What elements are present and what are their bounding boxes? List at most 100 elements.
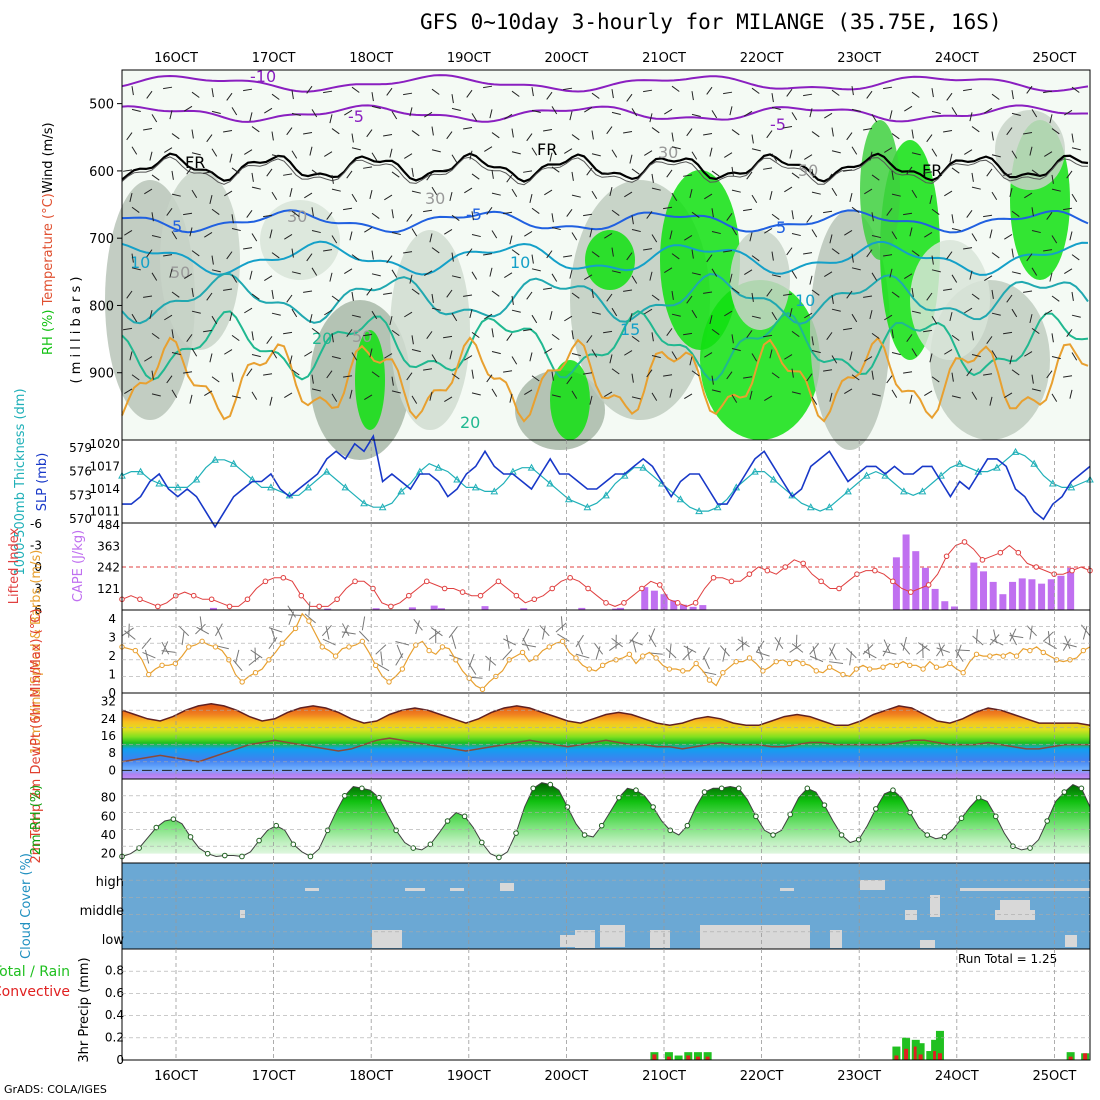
lifted-index-point bbox=[710, 574, 717, 581]
wind-barb bbox=[511, 151, 521, 155]
cape-bar bbox=[372, 608, 380, 610]
wind-barb bbox=[911, 91, 920, 98]
wind-barb bbox=[951, 214, 954, 224]
wind-barb bbox=[871, 114, 878, 123]
wind-barb bbox=[289, 355, 293, 365]
wind-barb bbox=[129, 192, 133, 202]
wind-barb bbox=[966, 368, 973, 377]
wind-barb bbox=[623, 131, 633, 134]
wind-barb bbox=[291, 90, 294, 100]
wind-speed-point bbox=[599, 662, 606, 669]
wind-barb bbox=[866, 249, 873, 258]
wind-barb bbox=[711, 170, 720, 177]
wind-barb bbox=[891, 352, 901, 356]
wind-barb bbox=[731, 334, 734, 344]
wind-barb bbox=[611, 89, 614, 99]
wind-barb bbox=[846, 290, 853, 299]
wind-barb bbox=[944, 190, 953, 197]
cloud-block bbox=[700, 925, 810, 949]
lifted-index-point bbox=[280, 574, 287, 581]
wind-barb bbox=[351, 133, 354, 143]
wind-barb bbox=[882, 650, 897, 655]
wind-barb bbox=[206, 134, 213, 143]
wind-barb bbox=[826, 173, 833, 182]
lifted-index-point bbox=[674, 600, 681, 606]
wind-barb bbox=[584, 274, 593, 280]
rh-point bbox=[461, 813, 468, 820]
top-date-label: 16OCT bbox=[154, 51, 198, 66]
thickness-point bbox=[211, 455, 219, 463]
precip-total-bar bbox=[693, 1052, 702, 1060]
wind-barb bbox=[351, 193, 358, 203]
wind-barb bbox=[251, 233, 258, 242]
pressure-tick-label: 900 bbox=[89, 367, 114, 382]
wind-barb bbox=[1051, 393, 1058, 402]
thickness-point bbox=[695, 507, 703, 515]
cape-bar bbox=[612, 608, 620, 610]
wind-barb bbox=[251, 172, 254, 182]
precip-total-bar bbox=[703, 1052, 712, 1060]
wind-barb bbox=[843, 169, 853, 172]
wind-barb bbox=[791, 330, 800, 338]
wind-barb bbox=[486, 206, 493, 215]
thickness-point bbox=[620, 471, 629, 479]
wind-barb bbox=[1071, 314, 1081, 318]
wind-barb bbox=[304, 192, 313, 199]
wind-barb bbox=[1069, 231, 1073, 241]
lifted-index-point bbox=[137, 596, 143, 603]
thickness-point bbox=[471, 483, 480, 491]
thickness-point bbox=[844, 487, 852, 495]
bottom-date-label: 18OCT bbox=[349, 1069, 393, 1080]
wind-barb bbox=[483, 253, 493, 256]
rh-point bbox=[855, 836, 862, 843]
wind-barb bbox=[671, 146, 681, 150]
wind-barb bbox=[164, 147, 173, 153]
wind-barb bbox=[251, 354, 261, 358]
wind-barb bbox=[1051, 188, 1061, 192]
wind-barb bbox=[331, 295, 340, 302]
cape-bar bbox=[1038, 583, 1046, 610]
wind-barb bbox=[591, 130, 594, 140]
rh-point bbox=[410, 845, 417, 851]
wind-barb bbox=[951, 227, 961, 232]
wind-barb bbox=[751, 148, 761, 152]
rh-point bbox=[444, 818, 451, 824]
cape-bar bbox=[902, 534, 910, 610]
thickness-point bbox=[434, 463, 443, 471]
wind-barb bbox=[929, 353, 933, 363]
wind-barb bbox=[183, 371, 193, 374]
wind-barb bbox=[1031, 169, 1040, 176]
thickness-point bbox=[713, 503, 722, 511]
wind-barb bbox=[191, 91, 200, 98]
thickness-point bbox=[751, 467, 759, 475]
wind-barb bbox=[711, 328, 720, 336]
rh-point bbox=[581, 832, 588, 838]
wind-barb bbox=[729, 273, 733, 283]
precip-convective-bar bbox=[904, 1048, 909, 1060]
precip-convective-bar bbox=[1083, 1053, 1088, 1060]
precip-convective-bar bbox=[937, 1053, 942, 1060]
wind-barb bbox=[751, 255, 760, 262]
wind-barb bbox=[509, 393, 513, 403]
thickness-point bbox=[490, 487, 499, 495]
wind-barb bbox=[531, 268, 541, 272]
wind-barb bbox=[646, 369, 653, 378]
wind-barb bbox=[903, 212, 913, 216]
rh-point bbox=[992, 813, 999, 820]
temp-contour-minus5 bbox=[121, 104, 1088, 123]
wind-barb bbox=[591, 92, 600, 99]
wind-barb bbox=[291, 112, 301, 116]
rh-shade-blob bbox=[730, 230, 790, 330]
wind-barb bbox=[971, 354, 981, 358]
wind-barb bbox=[306, 253, 313, 262]
wind-barb bbox=[769, 190, 773, 200]
wind-barb bbox=[689, 188, 693, 198]
wind-speed-point bbox=[533, 655, 539, 661]
wind-barb bbox=[1071, 133, 1074, 143]
wind-barb bbox=[186, 334, 193, 342]
wind-barb bbox=[851, 206, 860, 213]
wind-barb bbox=[946, 251, 953, 260]
wind-barb bbox=[504, 272, 513, 278]
cloud-block bbox=[960, 888, 1090, 891]
